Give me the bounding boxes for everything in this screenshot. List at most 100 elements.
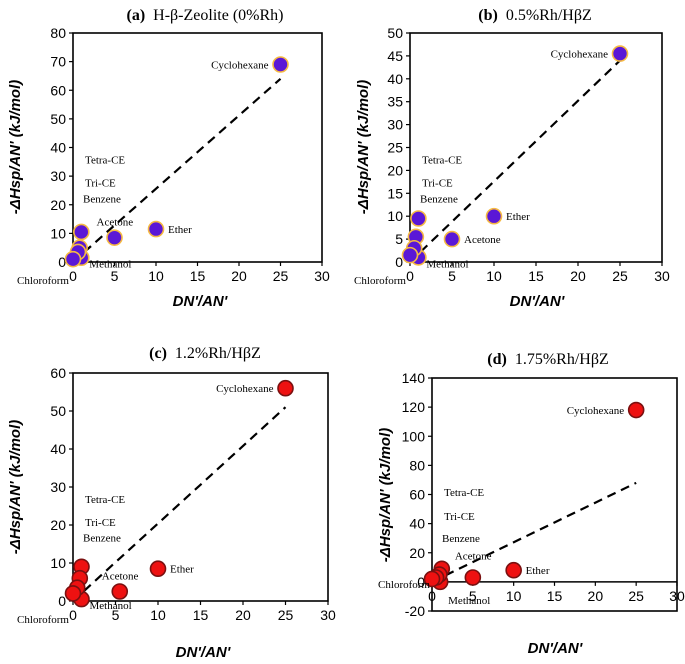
x-tick-label: 20: [235, 607, 251, 623]
point-label: Acetone: [102, 571, 139, 583]
chart-title: (d) 1.75%Rh/HβZ: [487, 351, 608, 368]
x-axis-label: DN'/AN': [173, 293, 228, 310]
panel-title-text: 1.75%Rh/HβZ: [511, 351, 609, 368]
chart-panel-3: (c) 1.2%Rh/HβZ 0 10 20 30 40 50 60 0 5 10 15 20 25 30 D…: [7, 345, 336, 661]
plot-frame: [409, 32, 663, 263]
x-tick-label: 20: [570, 268, 586, 284]
x-tick-label: 30: [314, 268, 330, 284]
y-tick-label: 20: [50, 517, 66, 533]
panel-label: (c): [149, 345, 167, 362]
data-point: [73, 223, 90, 241]
y-tick-label: 60: [50, 82, 66, 98]
x-tick-label: 10: [150, 607, 166, 623]
data-point: [64, 250, 82, 268]
data-point: [627, 401, 645, 419]
data-point: [611, 45, 629, 62]
y-tick-label: 40: [409, 516, 425, 532]
point-label: Benzene: [83, 533, 121, 545]
x-tick-label: 5: [448, 268, 456, 284]
panel-title-text: H-β-Zeolite (0%Rh): [149, 7, 283, 24]
chart-title: (c) 1.2%Rh/HβZ: [149, 345, 261, 362]
y-tick-label: 20: [387, 162, 403, 178]
point-label: Ether: [526, 565, 550, 577]
trend-line: [72, 406, 287, 602]
data-point: [149, 560, 167, 578]
point-label: Cyclohexane: [211, 59, 269, 71]
x-tick-label: 30: [669, 588, 685, 604]
x-tick-label: 15: [528, 268, 544, 284]
data-point: [64, 585, 82, 602]
point-label: Cyclohexane: [551, 49, 609, 61]
data-point: [485, 207, 503, 225]
y-tick-label: 20: [409, 545, 425, 561]
x-tick-label: 25: [278, 607, 294, 623]
data-point: [401, 246, 419, 264]
y-tick-label: 20: [50, 197, 66, 213]
y-tick-label: 80: [409, 457, 425, 473]
point-label: Cyclohexane: [216, 383, 274, 395]
y-tick-label: 40: [50, 441, 66, 457]
y-tick-label: 50: [387, 25, 403, 41]
y-tick-label: 45: [387, 48, 403, 64]
point-label: Chloroform: [17, 275, 69, 287]
point-label: Methanol: [90, 600, 132, 612]
point-label: Acetone: [97, 217, 134, 229]
point-label: Methanol: [448, 595, 490, 607]
data-point: [277, 379, 294, 397]
trend-line: [409, 59, 621, 263]
x-tick-label: 0: [406, 268, 414, 284]
y-tick-label: 30: [50, 479, 66, 495]
y-tick-label: 50: [50, 111, 66, 127]
y-tick-label: 0: [58, 254, 66, 270]
y-tick-label: 0: [417, 574, 425, 590]
chart-title: (b) 0.5%Rh/HβZ: [478, 7, 591, 24]
x-tick-label: 25: [273, 268, 289, 284]
point-label: Tri-CE: [444, 511, 475, 523]
x-tick-label: 15: [547, 588, 563, 604]
x-tick-label: 25: [628, 588, 644, 604]
y-tick-label: 10: [50, 555, 66, 571]
y-tick-label: 10: [50, 225, 66, 241]
x-tick-label: 0: [69, 268, 77, 284]
x-tick-label: 0: [428, 588, 436, 604]
point-label: Ether: [506, 211, 530, 223]
point-label: Methanol: [89, 259, 131, 271]
point-label: Benzene: [442, 533, 480, 545]
x-tick-label: 10: [486, 268, 502, 284]
point-label: Tetra-CE: [422, 155, 462, 167]
y-tick-label: 25: [387, 140, 403, 156]
x-tick-label: 30: [654, 268, 670, 284]
y-axis-label: -ΔHsp/AN' (kJ/mol): [355, 80, 372, 214]
point-label: Acetone: [464, 234, 501, 246]
chart-panel-2: (b) 0.5%Rh/HβZ 0 5 10 15 20 25 30 35 40 45 50 0 5 10 15…: [354, 7, 670, 310]
point-label: Cyclohexane: [567, 405, 625, 417]
point-label: Benzene: [420, 193, 458, 205]
point-label: Chloroform: [354, 275, 406, 287]
data-point: [147, 220, 165, 238]
chart-title: (a) H-β-Zeolite (0%Rh): [127, 7, 284, 24]
y-tick-label: 100: [402, 428, 426, 444]
data-point: [272, 56, 289, 73]
x-tick-label: 15: [190, 268, 206, 284]
point-label: Chloroform: [378, 579, 430, 591]
x-axis-label: DN'/AN': [510, 293, 565, 310]
data-point: [423, 570, 441, 588]
data-point: [505, 561, 522, 579]
x-tick-label: 15: [193, 607, 209, 623]
y-tick-label: 30: [387, 117, 403, 133]
point-label: Tri-CE: [422, 177, 453, 189]
point-label: Acetone: [455, 551, 492, 563]
point-label: Tetra-CE: [85, 494, 125, 506]
x-tick-label: 0: [69, 607, 77, 623]
x-tick-label: 5: [111, 268, 119, 284]
data-point: [111, 583, 129, 600]
data-point: [443, 230, 461, 248]
panel-title-text: 0.5%Rh/HβZ: [502, 7, 592, 24]
point-label: Ether: [168, 224, 192, 236]
trend-line: [72, 77, 282, 263]
point-label: Tri-CE: [85, 177, 116, 189]
point-label: Tetra-CE: [85, 155, 125, 167]
x-axis-label: DN'/AN': [528, 640, 583, 657]
y-tick-label: 15: [387, 185, 403, 201]
